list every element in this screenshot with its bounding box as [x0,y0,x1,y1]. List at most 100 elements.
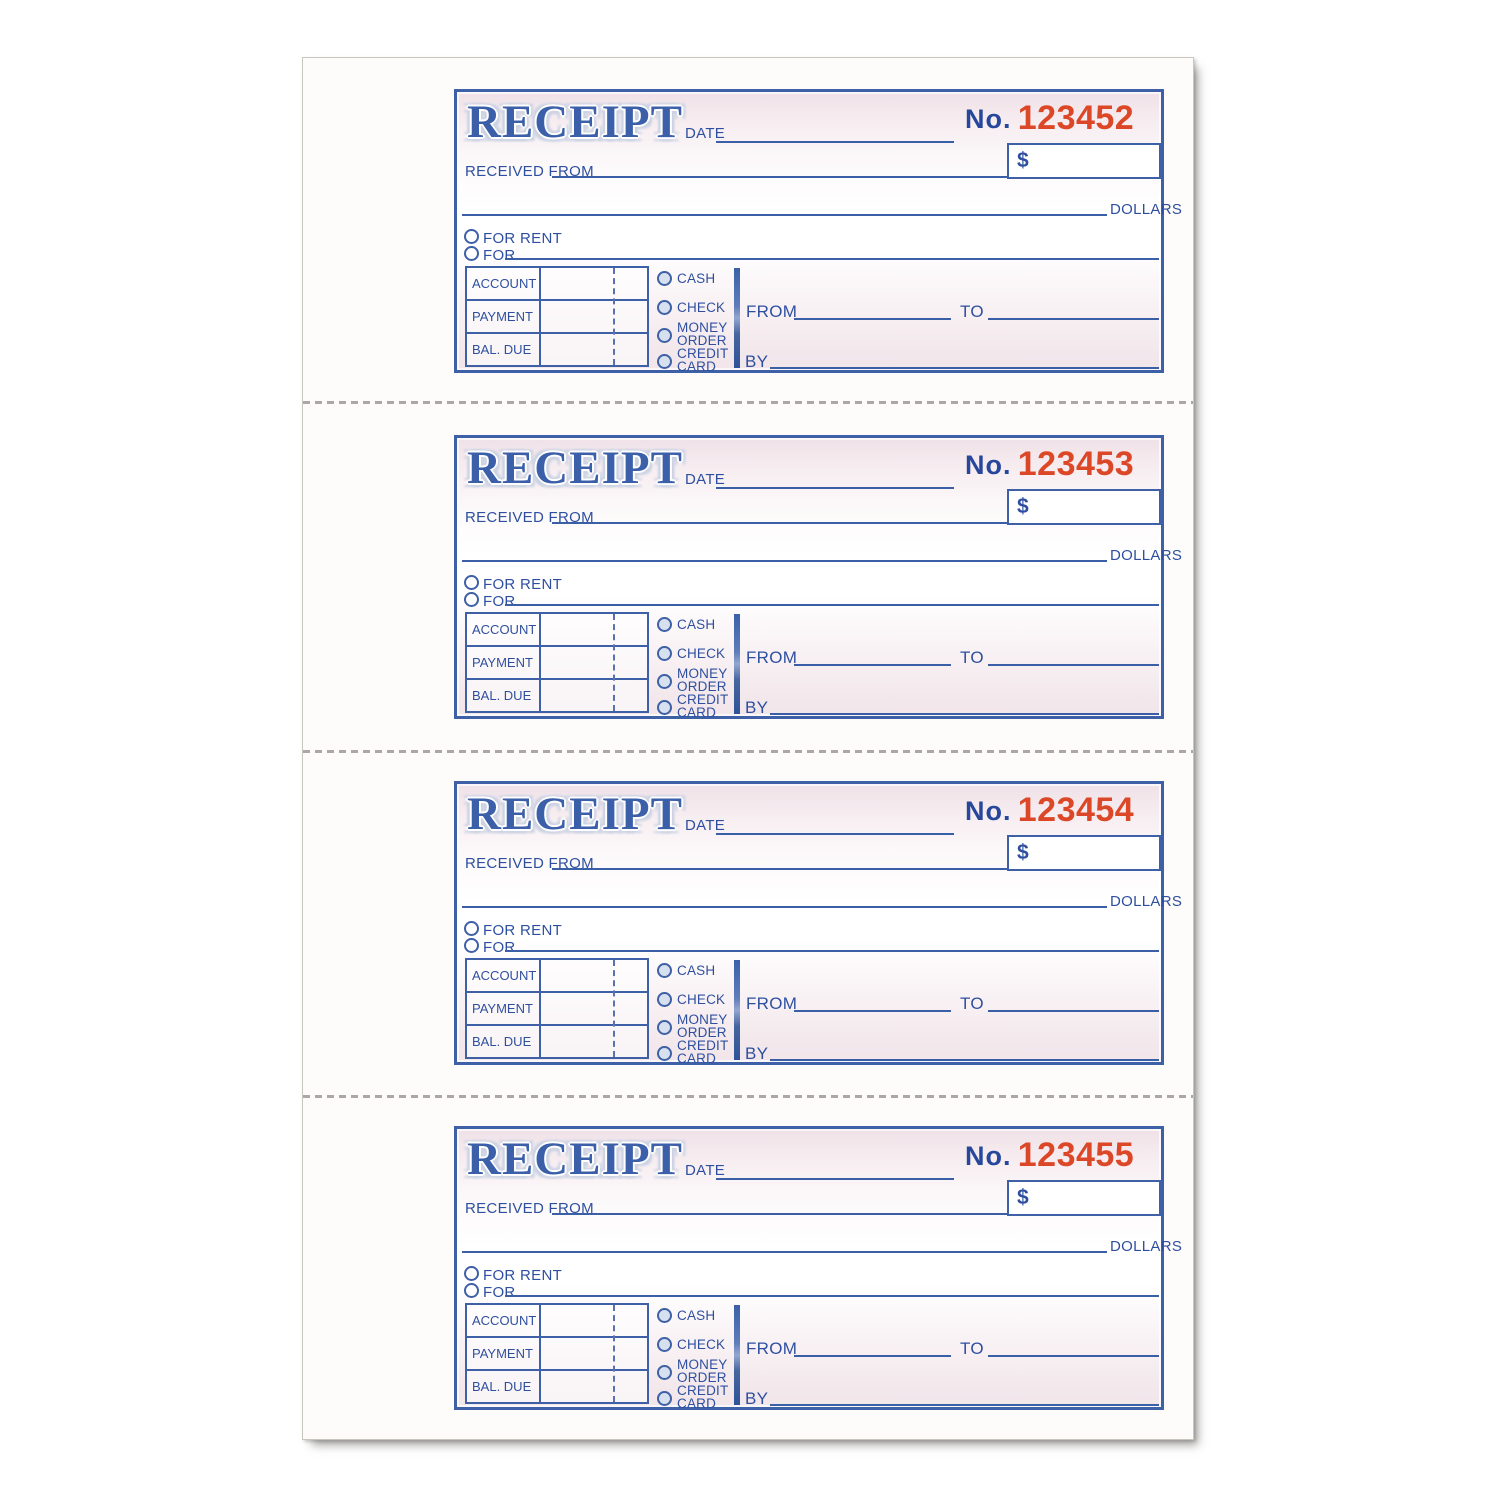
by-line [770,713,1159,715]
cash-label: CASH [677,963,716,978]
cash-radio [657,963,672,978]
account-cell-label: ACCOUNT [467,614,541,645]
credit-card-radio [657,1391,672,1406]
payment-row: PAYMENT [467,991,647,1024]
for-rent-radio [464,229,479,244]
account-row: ACCOUNT [467,1305,647,1336]
divider-bar [734,614,740,714]
check-radio [657,300,672,315]
date-line [716,1178,954,1180]
for-label: FOR [483,939,516,956]
for-line [505,1295,1159,1297]
receipt-form-3: RECEIPT DATE No. 123454 $ RECEIVED FROM … [454,781,1182,1066]
by-line [770,367,1159,369]
check-radio [657,1337,672,1352]
account-row: ACCOUNT [467,268,647,299]
for-label: FOR [483,247,516,264]
to-line [988,664,1159,666]
divider-bar [734,268,740,368]
for-line [505,604,1159,606]
receipt-number: 123453 [1017,445,1135,483]
credit-card-label: CREDIT CARD [677,692,729,720]
dollars-line [462,214,1107,216]
for-rent-radio [464,921,479,936]
for-radio [464,938,479,953]
for-rent-label: FOR RENT [483,230,563,247]
balance-due-row: BAL. DUE [467,332,647,365]
from-line [794,664,951,666]
balance-due-cell-label: BAL. DUE [467,1371,541,1402]
money-order-label: MONEY ORDER [677,1357,728,1385]
perforation-line [303,401,1193,404]
dollar-sign: $ [1017,1186,1029,1209]
to-label: TO [960,1339,984,1358]
date-line [716,487,954,489]
received-from-label: RECEIVED FROM [465,855,594,872]
for-radio [464,592,479,607]
from-label: FROM [746,994,798,1013]
number-label: No. [965,1141,1012,1171]
credit-card-radio [657,1046,672,1061]
receipt-form-1: RECEIPT DATE No. 123452 $ RECEIVED FROM … [454,89,1182,373]
dollars-line [462,906,1107,908]
for-rent-radio [464,575,479,590]
cash-label: CASH [677,271,716,286]
from-label: FROM [746,1339,798,1358]
balance-due-cell-label: BAL. DUE [467,680,541,711]
number-label: No. [965,796,1012,826]
dollar-sign: $ [1017,149,1029,172]
for-line [505,950,1159,952]
dollars-line [462,1251,1107,1253]
number-label: No. [965,450,1012,480]
divider-bar [734,960,740,1060]
to-label: TO [960,302,984,321]
dollars-label: DOLLARS [1110,547,1183,564]
for-radio [464,1283,479,1298]
received-from-line [552,176,1007,178]
balance-due-row: BAL. DUE [467,678,647,711]
by-line [770,1404,1159,1406]
received-from-label: RECEIVED FROM [465,163,594,180]
for-rent-label: FOR RENT [483,576,563,593]
check-radio [657,646,672,661]
credit-card-label: CREDIT CARD [677,1038,729,1066]
receipt-number: 123455 [1017,1136,1135,1174]
receipt-title: RECEIPT [467,442,683,494]
credit-card-label: CREDIT CARD [677,1383,729,1411]
receipt-number: 123454 [1017,791,1135,829]
account-cell-label: ACCOUNT [467,1305,541,1336]
credit-card-radio [657,700,672,715]
payment-cell-label: PAYMENT [467,1338,541,1369]
receipt-sheet: RECEIPT DATE No. 123452 $ RECEIVED FROM … [302,57,1194,1440]
to-line [988,1355,1159,1357]
received-from-line [552,1213,1007,1215]
account-row: ACCOUNT [467,614,647,645]
by-line [770,1059,1159,1061]
receipt-number: 123452 [1017,99,1135,137]
from-label: FROM [746,648,798,667]
perforation-line [303,750,1193,753]
date-label: DATE [685,1162,726,1179]
dollars-label: DOLLARS [1110,201,1183,218]
receipt-title: RECEIPT [467,96,683,148]
receipt-title: RECEIPT [467,788,683,840]
payment-cell-label: PAYMENT [467,993,541,1024]
money-order-radio [657,328,672,343]
money-order-label: MONEY ORDER [677,1012,728,1040]
amount-box: $ [1007,143,1161,179]
amount-box: $ [1007,489,1161,525]
dollars-label: DOLLARS [1110,1238,1183,1255]
money-order-radio [657,1020,672,1035]
received-from-line [552,868,1007,870]
dollar-sign: $ [1017,495,1029,518]
date-label: DATE [685,471,726,488]
credit-card-radio [657,354,672,369]
receipt-form-2: RECEIPT DATE No. 123453 $ RECEIVED FROM … [454,435,1182,720]
account-cell-label: ACCOUNT [467,268,541,299]
by-label: BY [745,698,769,717]
for-radio [464,246,479,261]
from-line [794,1355,951,1357]
receipt-title: RECEIPT [467,1133,683,1185]
to-line [988,318,1159,320]
